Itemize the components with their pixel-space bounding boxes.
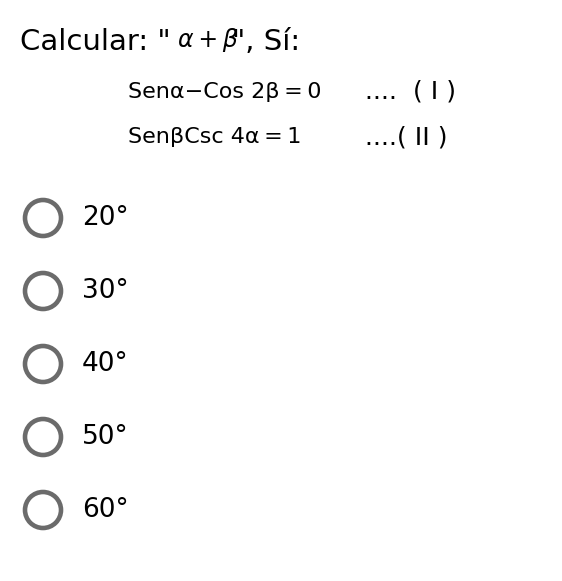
Text: 50°: 50° [82, 424, 129, 450]
Text: 60°: 60° [82, 497, 129, 523]
Text: Senα−Cos 2β = 0: Senα−Cos 2β = 0 [128, 82, 321, 102]
Text: 20°: 20° [82, 205, 129, 231]
Text: 30°: 30° [82, 278, 129, 304]
Text: Calcular: ": Calcular: " [20, 28, 171, 56]
Text: 40°: 40° [82, 351, 129, 377]
Text: ", Sí:: ", Sí: [232, 28, 300, 56]
Text: ....  ( I ): .... ( I ) [365, 80, 456, 104]
Text: SenβCsc 4α = 1: SenβCsc 4α = 1 [128, 127, 301, 147]
Text: ....( II ): ....( II ) [365, 125, 447, 149]
Text: α + β: α + β [178, 28, 238, 52]
